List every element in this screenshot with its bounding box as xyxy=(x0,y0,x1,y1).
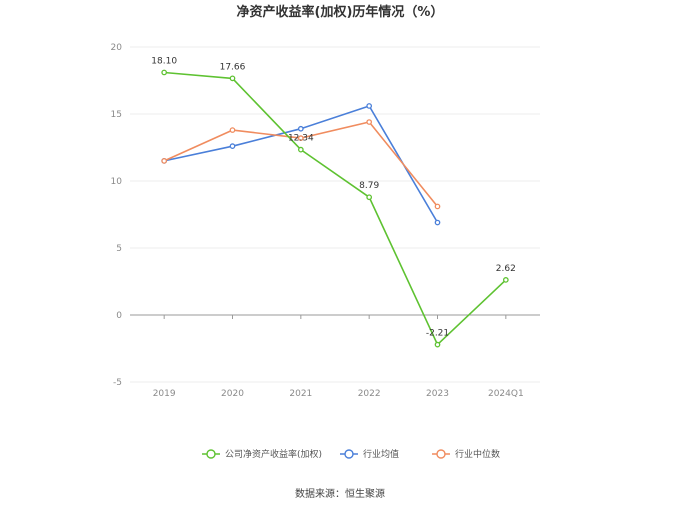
y-tick-label: 5 xyxy=(116,244,122,254)
series-2 xyxy=(161,119,441,210)
legend-item[interactable]: 公司净资产收益率(加权) xyxy=(202,448,322,460)
series-0 xyxy=(161,69,509,348)
x-tick-label: 2019 xyxy=(153,389,176,399)
x-tick-label: 2024Q1 xyxy=(488,389,524,399)
data-labels: 18.10 17.66 12.34 8.79 -2.21 2.62 xyxy=(151,56,516,338)
legend: 公司净资产收益率(加权) 行业均值 行业中位数 xyxy=(202,448,500,460)
data-point xyxy=(161,69,168,76)
data-label: 8.79 xyxy=(359,181,379,191)
data-point xyxy=(366,103,373,109)
gridlines xyxy=(130,46,540,383)
axes: -5 0 5 10 15 20 2019 2020 2021 2022 2023 2024Q1 xyxy=(111,43,540,399)
data-label: 2.62 xyxy=(496,264,516,274)
legend-label: 公司净资产收益率(加权) xyxy=(225,448,322,460)
legend-item[interactable]: 行业均值 xyxy=(340,448,399,460)
series-1 xyxy=(161,103,441,226)
y-tick-label: 20 xyxy=(111,43,123,53)
data-point xyxy=(229,127,236,133)
legend-swatch-marker xyxy=(206,449,216,459)
data-point xyxy=(434,341,441,348)
legend-label: 行业均值 xyxy=(363,448,399,460)
chart-title: 净资产收益率(加权)历年情况（%） xyxy=(237,4,444,20)
data-label: 12.34 xyxy=(288,134,314,144)
y-tick-label: -5 xyxy=(113,378,122,388)
y-tick-label: 15 xyxy=(111,110,122,120)
data-point xyxy=(502,277,509,283)
data-point xyxy=(434,203,441,210)
series-line xyxy=(164,71,507,346)
series-line xyxy=(164,105,439,223)
x-tick-label: 2020 xyxy=(221,389,244,399)
data-point xyxy=(161,158,168,164)
legend-swatch-marker xyxy=(344,449,354,459)
legend-item[interactable]: 行业中位数 xyxy=(432,448,500,460)
series-layer xyxy=(161,69,509,348)
data-label: 18.10 xyxy=(151,56,177,66)
data-point xyxy=(229,75,236,82)
y-tick-label: 10 xyxy=(111,177,123,187)
data-source: 数据来源：恒生聚源 xyxy=(295,487,385,500)
data-point xyxy=(297,135,304,141)
x-tick-label: 2021 xyxy=(289,389,312,399)
data-point xyxy=(297,146,304,153)
data-label: -2.21 xyxy=(426,329,449,339)
x-tick-label: 2022 xyxy=(358,389,381,399)
data-point xyxy=(229,143,236,150)
data-point xyxy=(434,219,441,226)
x-tick-label: 2023 xyxy=(426,389,449,399)
legend-swatch-marker xyxy=(436,449,446,459)
data-point xyxy=(297,125,304,132)
y-tick-label: 0 xyxy=(116,311,122,321)
data-label: 17.66 xyxy=(220,62,246,72)
data-point xyxy=(366,119,373,125)
data-point xyxy=(366,194,373,201)
legend-label: 行业中位数 xyxy=(455,448,500,460)
